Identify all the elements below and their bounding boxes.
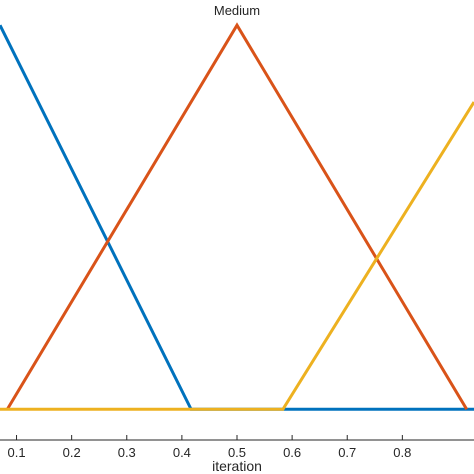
x-tick-label: 0.5 [228, 445, 246, 460]
labels: iteration Medium [212, 3, 262, 474]
x-tick-label: 0.3 [118, 445, 136, 460]
x-tick-label: 0.1 [7, 445, 25, 460]
series-line-3 [0, 101, 474, 411]
x-tick-label: 0.2 [63, 445, 81, 460]
x-tick-label: 0.6 [283, 445, 301, 460]
series-line-2 [6, 22, 468, 411]
x-axis-label: iteration [212, 458, 262, 474]
x-ticks: 0.1 0.2 0.3 0.4 0.5 0.6 0.7 0.8 [7, 435, 411, 460]
annotation-label: Medium [214, 3, 260, 18]
series-layer [0, 22, 474, 411]
x-tick-label: 0.4 [173, 445, 191, 460]
x-tick-label: 0.8 [393, 445, 411, 460]
x-tick-label: 0.7 [338, 445, 356, 460]
